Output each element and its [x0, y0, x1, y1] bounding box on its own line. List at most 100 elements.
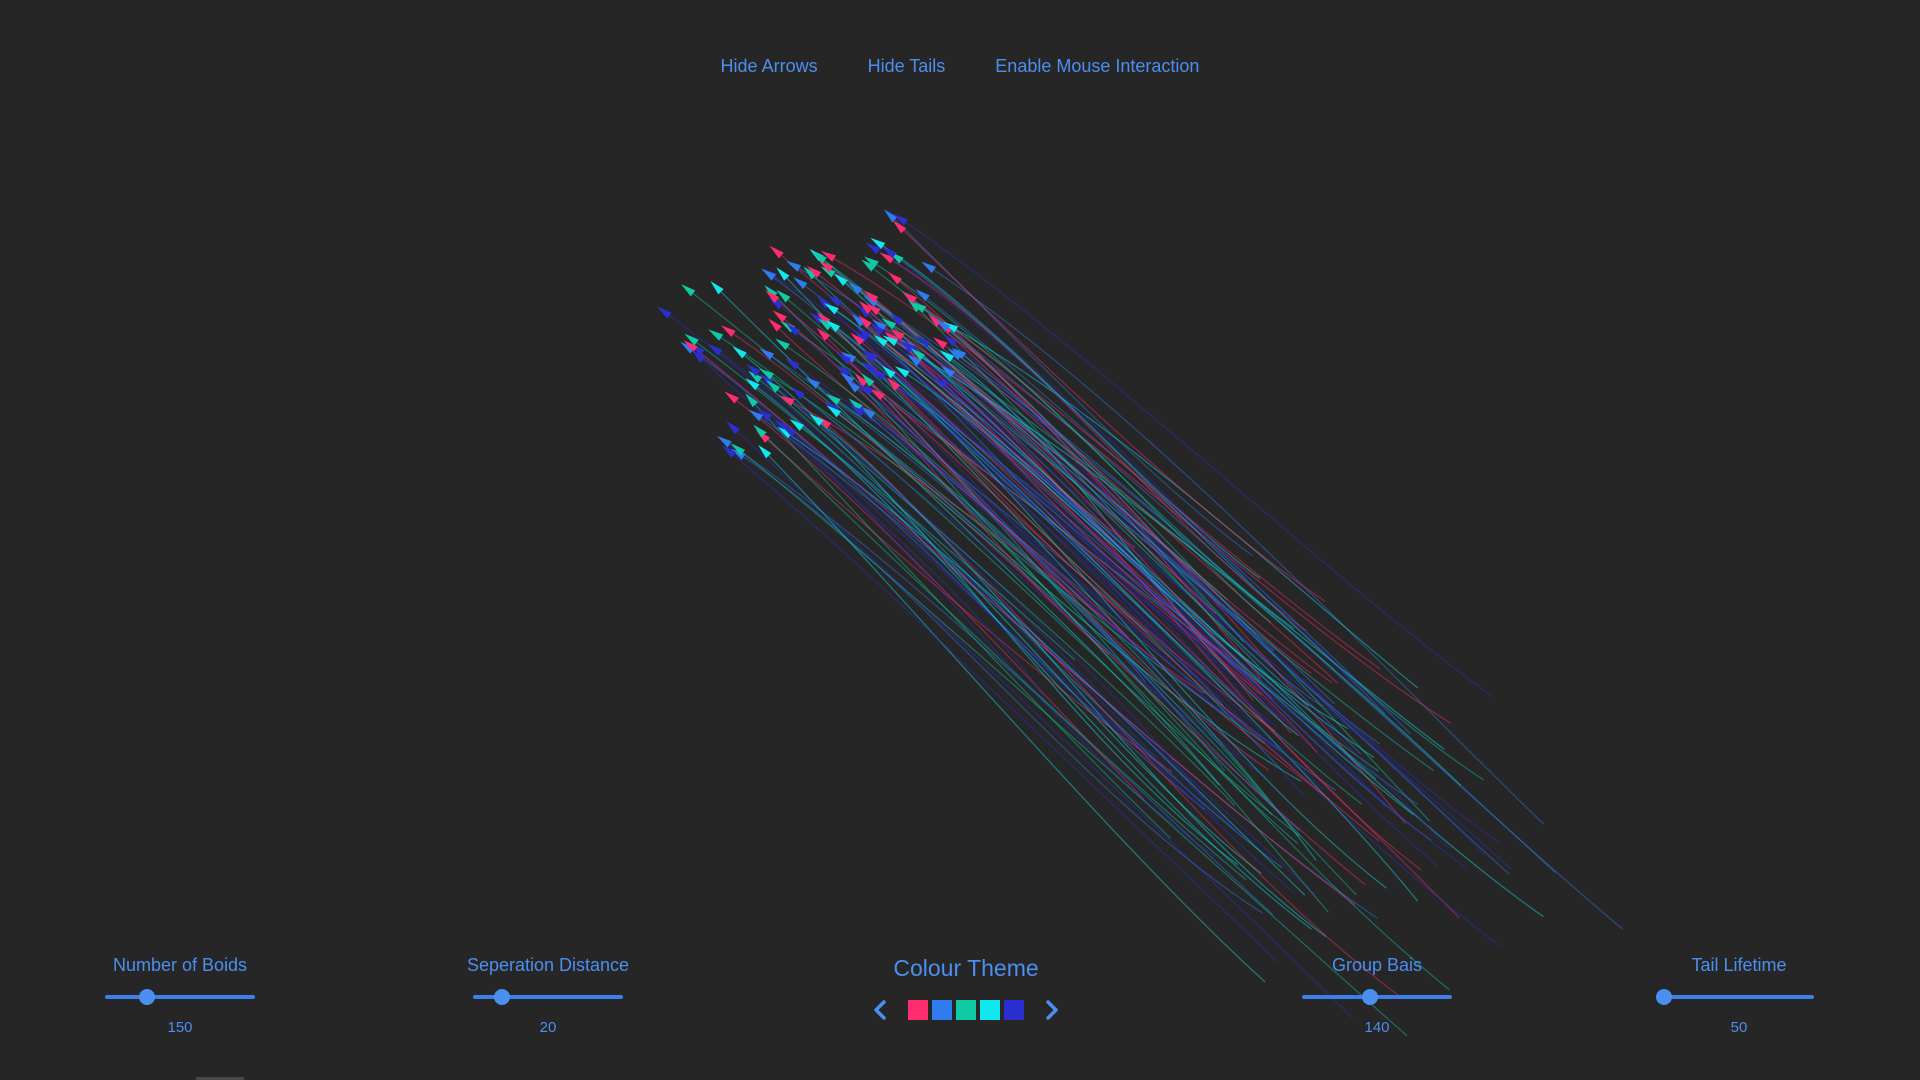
boid-arrow	[861, 259, 876, 272]
boid-arrow	[805, 377, 821, 389]
boid-tail	[854, 286, 1275, 652]
boid-arrow	[817, 318, 833, 331]
boid-arrow	[684, 333, 699, 346]
boid-arrow	[833, 273, 848, 286]
boid-arrow	[921, 261, 937, 274]
chevron-left-icon[interactable]	[866, 996, 894, 1024]
boid-tail	[737, 448, 1408, 1037]
boid-tail	[788, 430, 1158, 758]
boid-arrow	[776, 289, 791, 303]
hide-tails-button[interactable]: Hide Tails	[867, 56, 946, 76]
boid-arrow	[710, 280, 724, 295]
boid-tail	[843, 369, 1241, 757]
boid-tail	[809, 272, 1174, 603]
boid-tail	[922, 294, 1411, 735]
boid-tail	[917, 353, 1434, 771]
boid-arrow	[826, 393, 841, 406]
hide-arrows-button[interactable]: Hide Arrows	[720, 56, 818, 76]
boid-arrow	[882, 247, 897, 259]
boid-tail	[732, 426, 1353, 1018]
number-of-boids-control: Number of Boids 150	[95, 955, 265, 1036]
slider-thumb[interactable]	[493, 989, 510, 1005]
boid-tail	[867, 411, 1337, 791]
boid-arrow	[759, 348, 775, 360]
boid-tail	[954, 353, 1623, 930]
boid-tail	[873, 308, 1422, 871]
slider-thumb[interactable]	[1361, 989, 1378, 1005]
boid-tail	[852, 385, 1224, 707]
boid-tail	[750, 399, 1172, 839]
boid-arrow	[870, 237, 886, 250]
boid-arrow	[935, 319, 951, 332]
boid-arrow	[759, 368, 774, 380]
boid-arrow	[890, 311, 904, 326]
boid-tail	[825, 265, 1217, 615]
boid-tail	[781, 424, 1317, 896]
boid-tail	[888, 370, 1419, 902]
boid-arrow	[866, 303, 881, 316]
slider-thumb[interactable]	[139, 989, 155, 1005]
boid-arrow	[707, 343, 723, 356]
boid-tail	[910, 346, 1293, 752]
boid-tail	[880, 339, 1544, 918]
boid-tail	[716, 286, 1220, 786]
boid-arrow	[864, 290, 879, 303]
boid-arrow	[680, 341, 695, 354]
boid-arrow	[757, 408, 772, 422]
boid-arrow	[809, 413, 824, 426]
boid-tail	[739, 351, 1239, 866]
boid-arrow	[907, 299, 922, 313]
boid-arrow	[781, 425, 797, 438]
boid-arrow	[863, 256, 879, 268]
boid-tail	[923, 340, 1501, 844]
boid-tail	[691, 338, 1076, 661]
boid-arrow	[766, 380, 781, 393]
number-of-boids-value: 150	[167, 1019, 193, 1036]
boid-arrow	[856, 327, 871, 340]
boid-tail	[864, 320, 1318, 753]
boid-arrow	[793, 277, 808, 290]
boid-arrow	[708, 329, 724, 341]
boid-arrow	[858, 315, 872, 329]
boid-arrow	[848, 281, 863, 295]
chevron-right-icon[interactable]	[1038, 996, 1066, 1024]
boid-tail	[886, 256, 1307, 632]
boid-arrow	[883, 209, 898, 223]
boid-tail	[687, 289, 1265, 744]
boid-tail	[827, 270, 1245, 643]
boid-arrow	[865, 242, 881, 255]
boid-tails	[664, 215, 1623, 1037]
boid-arrow	[768, 297, 784, 310]
horizontal-scrollbar[interactable]	[196, 1077, 244, 1080]
boid-tail	[738, 453, 1263, 914]
separation-distance-slider[interactable]	[473, 987, 623, 1007]
boid-arrow	[943, 334, 958, 347]
boid-tail	[870, 354, 1512, 870]
colour-theme-control: Colour Theme	[866, 955, 1066, 1024]
boid-tail	[819, 256, 1310, 707]
tail-lifetime-slider[interactable]	[1656, 987, 1814, 1007]
boid-tail	[940, 381, 1486, 857]
boid-arrow	[854, 330, 868, 344]
boid-tail	[787, 399, 1331, 801]
group-bias-slider[interactable]	[1302, 987, 1452, 1007]
boid-tail	[870, 300, 1556, 874]
boid-tail	[896, 317, 1229, 617]
boid-tail	[792, 362, 1221, 715]
boid-arrow	[879, 252, 895, 264]
slider-track	[105, 995, 255, 999]
boid-tail	[889, 215, 1253, 557]
enable-mouse-interaction-button[interactable]: Enable Mouse Interaction	[995, 56, 1200, 76]
boid-arrow	[745, 378, 760, 391]
boid-arrow	[916, 335, 931, 348]
boid-tail	[871, 260, 1295, 630]
slider-thumb[interactable]	[1656, 989, 1672, 1005]
boid-tail	[946, 354, 1300, 737]
number-of-boids-slider[interactable]	[105, 987, 255, 1007]
boid-arrow	[820, 250, 836, 262]
boid-arrow	[812, 251, 827, 264]
boid-arrow	[786, 323, 801, 336]
theme-selector	[866, 996, 1066, 1024]
boid-tail	[766, 352, 1146, 683]
